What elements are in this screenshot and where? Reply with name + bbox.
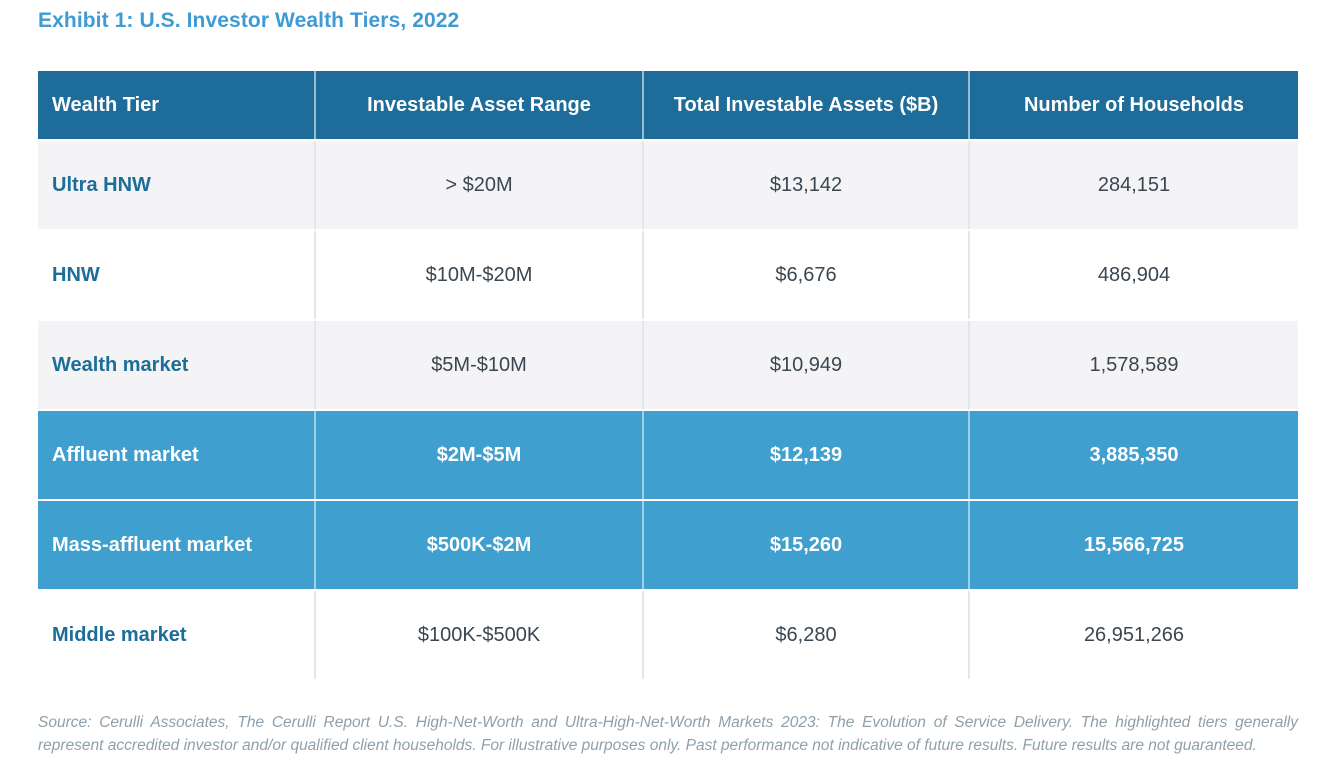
table-row-wealth-market: Wealth market $5M-$10M $10,949 1,578,589 — [38, 319, 1298, 409]
cell-households: 26,951,266 — [968, 591, 1298, 679]
table-row-affluent-market-highlighted: Affluent market $2M-$5M $12,139 3,885,35… — [38, 409, 1298, 499]
cell-tier: Affluent market — [52, 443, 199, 466]
cell-tier: Middle market — [52, 623, 187, 646]
cell-total-assets: $13,142 — [642, 141, 968, 229]
table-header-row: Wealth Tier Investable Asset Range Total… — [38, 71, 1298, 139]
wealth-tiers-table: Wealth Tier Investable Asset Range Total… — [38, 71, 1298, 679]
cell-total-assets: $12,139 — [642, 411, 968, 499]
cell-households: 15,566,725 — [968, 501, 1298, 589]
column-header-total-assets: Total Investable Assets ($B) — [642, 71, 968, 139]
cell-asset-range: $10M-$20M — [314, 231, 642, 319]
source-footnote: Source: Cerulli Associates, The Cerulli … — [38, 714, 1298, 754]
cell-asset-range: $5M-$10M — [314, 321, 642, 409]
column-header-asset-range: Investable Asset Range — [314, 71, 642, 139]
table-row-ultra-hnw: Ultra HNW > $20M $13,142 284,151 — [38, 139, 1298, 229]
cell-tier: Ultra HNW — [52, 173, 151, 196]
cell-households: 486,904 — [968, 231, 1298, 319]
cell-asset-range: $2M-$5M — [314, 411, 642, 499]
cell-asset-range: > $20M — [314, 141, 642, 229]
column-header-households: Number of Households — [968, 71, 1298, 139]
cell-households: 3,885,350 — [968, 411, 1298, 499]
cell-households: 1,578,589 — [968, 321, 1298, 409]
cell-asset-range: $100K-$500K — [314, 591, 642, 679]
table-row-hnw: HNW $10M-$20M $6,676 486,904 — [38, 229, 1298, 319]
table-row-middle-market: Middle market $100K-$500K $6,280 26,951,… — [38, 589, 1298, 679]
cell-total-assets: $15,260 — [642, 501, 968, 589]
column-header-wealth-tier: Wealth Tier — [52, 93, 160, 116]
cell-households: 284,151 — [968, 141, 1298, 229]
page-title: Exhibit 1: U.S. Investor Wealth Tiers, 2… — [38, 9, 460, 32]
cell-tier: Mass-affluent market — [52, 533, 253, 556]
cell-tier: HNW — [52, 263, 100, 286]
cell-asset-range: $500K-$2M — [314, 501, 642, 589]
cell-total-assets: $6,676 — [642, 231, 968, 319]
cell-tier: Wealth market — [52, 353, 189, 376]
cell-total-assets: $6,280 — [642, 591, 968, 679]
cell-total-assets: $10,949 — [642, 321, 968, 409]
table-row-mass-affluent-market-highlighted: Mass-affluent market $500K-$2M $15,260 1… — [38, 499, 1298, 589]
